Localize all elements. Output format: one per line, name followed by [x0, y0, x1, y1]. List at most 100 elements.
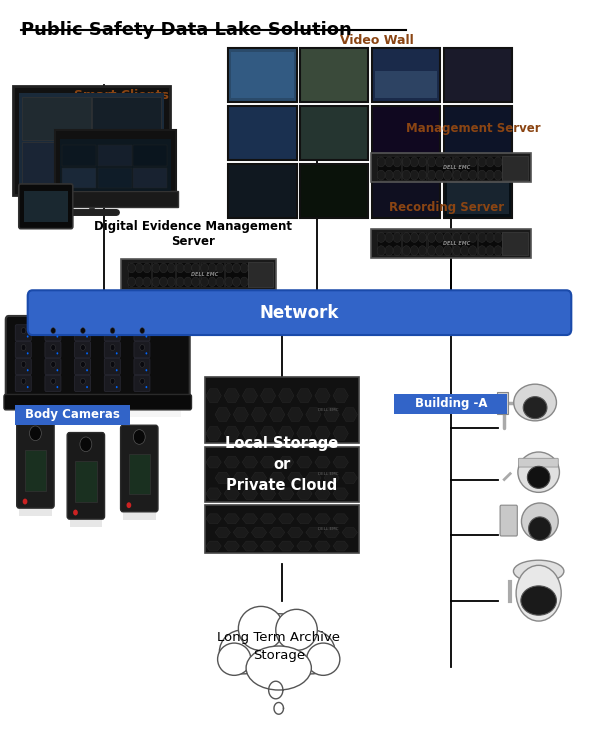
FancyBboxPatch shape: [371, 153, 531, 183]
Polygon shape: [206, 426, 221, 440]
Ellipse shape: [518, 452, 559, 492]
Circle shape: [116, 386, 117, 388]
FancyBboxPatch shape: [22, 98, 90, 140]
Circle shape: [461, 170, 469, 180]
Ellipse shape: [522, 503, 558, 539]
Polygon shape: [315, 457, 330, 468]
FancyBboxPatch shape: [67, 432, 105, 519]
Circle shape: [110, 327, 115, 333]
Circle shape: [435, 233, 444, 242]
Circle shape: [461, 233, 469, 242]
Polygon shape: [279, 514, 294, 524]
FancyBboxPatch shape: [45, 341, 61, 358]
Circle shape: [80, 361, 85, 367]
Circle shape: [410, 157, 418, 167]
FancyBboxPatch shape: [300, 164, 368, 218]
Polygon shape: [224, 389, 240, 403]
Circle shape: [418, 170, 426, 180]
Circle shape: [27, 386, 29, 388]
Polygon shape: [270, 472, 285, 483]
Circle shape: [201, 263, 208, 273]
Polygon shape: [233, 472, 249, 483]
Polygon shape: [233, 408, 249, 421]
Circle shape: [152, 263, 160, 273]
Circle shape: [29, 426, 41, 440]
Circle shape: [160, 277, 167, 287]
Polygon shape: [333, 514, 348, 524]
Circle shape: [444, 246, 452, 256]
Polygon shape: [333, 426, 348, 440]
FancyBboxPatch shape: [478, 231, 502, 255]
Circle shape: [51, 327, 56, 333]
Circle shape: [135, 277, 143, 287]
Circle shape: [140, 378, 144, 384]
FancyBboxPatch shape: [447, 168, 509, 214]
Polygon shape: [243, 426, 258, 440]
Polygon shape: [261, 488, 276, 500]
FancyBboxPatch shape: [134, 375, 150, 392]
FancyBboxPatch shape: [22, 142, 90, 185]
Polygon shape: [252, 528, 267, 537]
Circle shape: [146, 336, 147, 338]
Circle shape: [128, 263, 135, 273]
Circle shape: [152, 277, 160, 287]
Text: Management Server: Management Server: [406, 122, 541, 134]
FancyBboxPatch shape: [134, 341, 150, 358]
FancyBboxPatch shape: [6, 316, 190, 403]
Polygon shape: [297, 541, 312, 551]
Circle shape: [21, 344, 26, 350]
Polygon shape: [243, 488, 258, 500]
FancyBboxPatch shape: [204, 446, 359, 502]
Ellipse shape: [521, 586, 556, 615]
Circle shape: [216, 277, 224, 287]
FancyBboxPatch shape: [176, 262, 199, 287]
Circle shape: [80, 437, 92, 452]
Circle shape: [184, 263, 192, 273]
Polygon shape: [243, 514, 258, 524]
Polygon shape: [224, 541, 240, 551]
FancyBboxPatch shape: [14, 406, 131, 424]
Circle shape: [403, 233, 410, 242]
Circle shape: [143, 263, 151, 273]
Polygon shape: [342, 528, 358, 537]
Circle shape: [469, 246, 477, 256]
Polygon shape: [306, 528, 321, 537]
Circle shape: [126, 503, 131, 508]
Circle shape: [435, 157, 444, 167]
Polygon shape: [333, 389, 348, 403]
Circle shape: [240, 263, 248, 273]
Polygon shape: [306, 408, 321, 421]
FancyBboxPatch shape: [300, 48, 368, 102]
Circle shape: [27, 336, 29, 338]
Polygon shape: [324, 528, 339, 537]
Circle shape: [444, 157, 452, 167]
FancyBboxPatch shape: [134, 324, 150, 341]
Polygon shape: [342, 472, 358, 483]
Circle shape: [86, 353, 88, 355]
Polygon shape: [279, 426, 294, 440]
Text: Public Safety Data Lake Solution: Public Safety Data Lake Solution: [20, 21, 352, 39]
Circle shape: [478, 170, 486, 180]
Circle shape: [134, 429, 145, 444]
Circle shape: [80, 344, 85, 350]
Circle shape: [146, 370, 147, 371]
Circle shape: [208, 263, 216, 273]
Circle shape: [418, 157, 426, 167]
FancyBboxPatch shape: [444, 106, 512, 160]
Polygon shape: [333, 541, 348, 551]
Circle shape: [494, 157, 502, 167]
Circle shape: [428, 246, 435, 256]
Circle shape: [201, 277, 208, 287]
Circle shape: [110, 361, 115, 367]
Ellipse shape: [217, 643, 251, 675]
Circle shape: [469, 233, 477, 242]
Circle shape: [385, 170, 393, 180]
Circle shape: [140, 327, 144, 333]
Circle shape: [410, 246, 418, 256]
Text: DELL EMC: DELL EMC: [317, 408, 338, 412]
FancyBboxPatch shape: [375, 72, 437, 98]
FancyBboxPatch shape: [4, 395, 192, 410]
FancyBboxPatch shape: [403, 156, 426, 180]
Circle shape: [403, 157, 410, 167]
Polygon shape: [270, 408, 285, 421]
